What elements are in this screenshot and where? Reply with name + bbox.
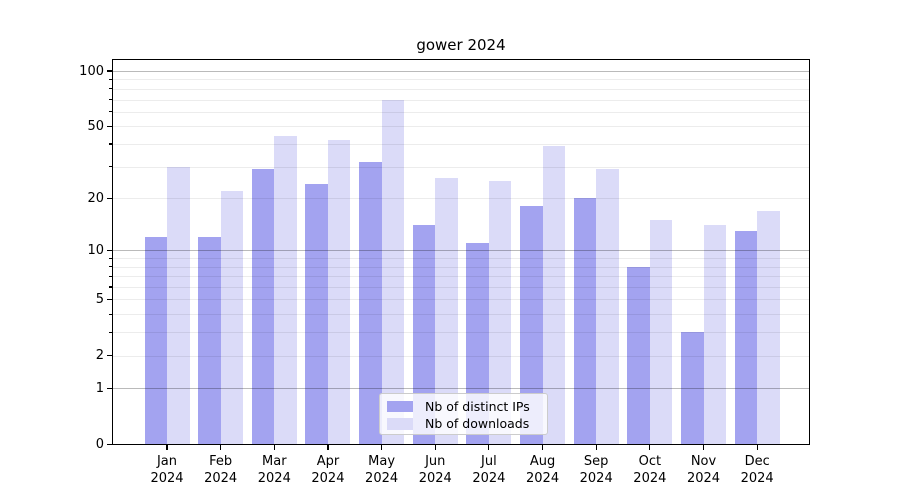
y-tick-label-5: 5 — [95, 291, 104, 307]
x-tick-oct — [649, 445, 651, 450]
y-minortick-6 — [109, 286, 113, 288]
y-tick-label-0: 0 — [95, 437, 104, 452]
y-tick-1 — [106, 387, 113, 389]
x-tick-label-oct: Oct 2024 — [633, 453, 667, 487]
bar-ips-may — [359, 161, 382, 445]
y-minortick-3 — [109, 331, 113, 333]
x-tick-jan — [166, 445, 168, 450]
y-tick-2 — [106, 354, 113, 357]
bar-ips-oct — [627, 266, 650, 445]
bar-downloads-jun — [435, 177, 458, 445]
x-tick-label-aug: Aug 2024 — [526, 453, 560, 487]
bar-ips-sep — [573, 198, 597, 445]
legend-label-downloads: Nb of downloads — [425, 416, 530, 432]
x-tick-apr — [327, 445, 329, 450]
bar-ips-jun — [412, 225, 436, 445]
bar-downloads-may — [381, 99, 405, 445]
x-tick-nov — [702, 445, 705, 450]
gridline-40 — [112, 143, 810, 145]
gridline-20 — [112, 198, 810, 200]
y-minortick-30 — [109, 165, 113, 168]
x-tick-label-dec: Dec 2024 — [740, 453, 774, 487]
x-tick-jun — [434, 445, 436, 450]
bar-downloads-apr — [327, 140, 351, 445]
y-tick-label-100: 100 — [79, 63, 104, 79]
gridline-80 — [112, 88, 810, 90]
bar-downloads-aug — [542, 145, 566, 445]
gridline-major-100 — [112, 71, 810, 72]
x-tick-aug — [541, 445, 544, 450]
y-tick-20 — [106, 197, 113, 199]
y-minortick-70 — [109, 98, 113, 101]
y-tick-label-20: 20 — [87, 190, 104, 206]
y-tick-50 — [106, 125, 113, 127]
y-tick-0 — [106, 443, 113, 446]
y-tick-label-2: 2 — [95, 348, 104, 364]
x-tick-label-jan: Jan 2024 — [150, 453, 184, 487]
x-tick-label-nov: Nov 2024 — [686, 453, 721, 487]
gridline-50 — [112, 126, 810, 128]
legend-label-distinct-ips: Nb of distinct IPs — [425, 398, 530, 414]
y-minortick-90 — [109, 78, 113, 81]
bar-downloads-mar — [274, 136, 297, 445]
y-minortick-80 — [109, 88, 113, 90]
x-tick-label-mar: Mar 2024 — [257, 453, 291, 487]
gridline-70 — [112, 99, 810, 101]
bar-downloads-feb — [220, 190, 244, 445]
bar-downloads-dec — [757, 210, 780, 445]
chart-title: gower 2024 — [416, 36, 506, 54]
bar-downloads-jul — [488, 180, 512, 445]
legend-swatch-downloads — [387, 418, 413, 430]
y-tick-5 — [106, 298, 113, 301]
x-tick-mar — [273, 445, 275, 450]
bar-ips-dec — [734, 230, 758, 445]
x-tick-sep — [595, 445, 597, 450]
bar-ips-feb — [198, 236, 221, 445]
x-tick-label-sep: Sep 2024 — [579, 453, 613, 487]
x-tick-label-jun: Jun 2024 — [418, 453, 452, 487]
x-tick-dec — [756, 445, 758, 450]
y-tick-label-1: 1 — [95, 380, 104, 396]
y-minortick-8 — [109, 266, 113, 268]
y-minortick-40 — [109, 143, 113, 145]
y-minortick-60 — [109, 111, 113, 113]
x-tick-feb — [220, 445, 222, 450]
y-tick-label-50: 50 — [87, 118, 104, 134]
y-minortick-9 — [109, 257, 113, 259]
y-tick-100 — [106, 70, 113, 72]
bar-ips-jan — [144, 236, 167, 445]
x-tick-may — [381, 445, 383, 450]
legend-row-distinct-ips: Nb of distinct IPs — [387, 398, 547, 416]
bar-downloads-oct — [649, 220, 673, 445]
bar-ips-apr — [305, 183, 328, 445]
gridline-60 — [112, 111, 810, 113]
legend-swatch-distinct-ips — [387, 400, 413, 412]
bar-ips-nov — [681, 332, 704, 445]
y-minortick-7 — [109, 275, 113, 277]
legend: Nb of distinct IPs Nb of downloads — [379, 392, 548, 435]
bar-downloads-nov — [703, 225, 726, 445]
bar-downloads-sep — [596, 169, 619, 445]
gridline-30 — [112, 166, 810, 168]
y-minortick-4 — [109, 313, 113, 315]
bar-ips-mar — [251, 169, 275, 445]
y-tick-label-10: 10 — [87, 242, 104, 258]
x-tick-label-feb: Feb 2024 — [204, 453, 238, 487]
bar-downloads-jan — [167, 166, 190, 445]
y-tick-10 — [106, 249, 113, 252]
bar-ips-aug — [520, 206, 543, 445]
gridline-90 — [112, 79, 810, 81]
x-tick-jul — [488, 445, 490, 450]
x-tick-label-may: May 2024 — [365, 453, 399, 487]
x-tick-label-jul: Jul 2024 — [472, 453, 506, 487]
legend-row-downloads: Nb of downloads — [387, 415, 547, 433]
x-tick-label-apr: Apr 2024 — [311, 453, 345, 487]
